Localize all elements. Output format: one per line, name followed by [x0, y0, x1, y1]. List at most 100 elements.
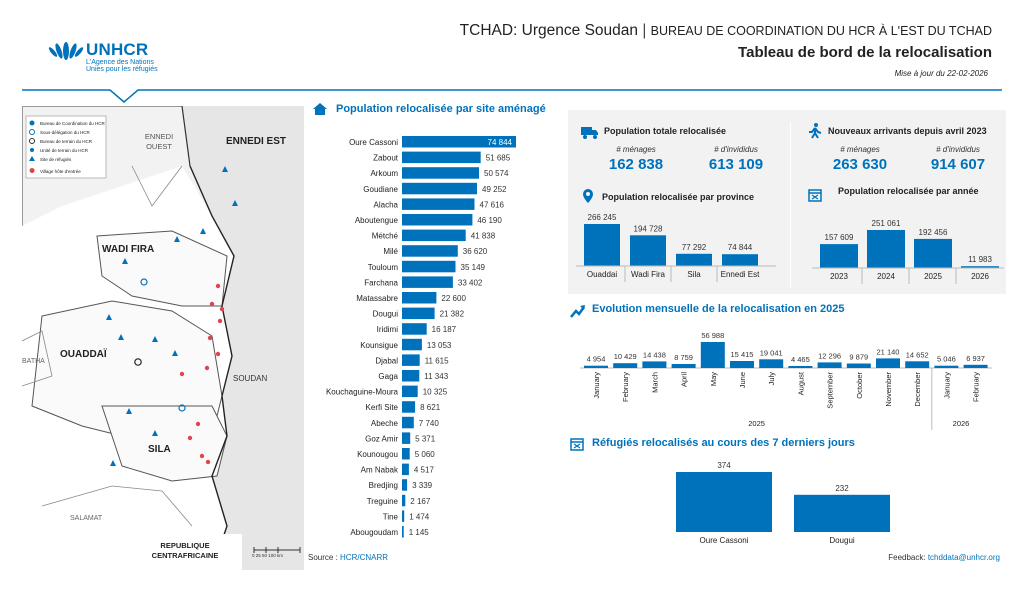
region-sila: SILA: [148, 444, 171, 455]
site-bar: [402, 260, 456, 273]
monthly-bar: [876, 358, 900, 368]
monthly-month-label: March: [650, 372, 659, 393]
site-label: Matassabre: [356, 294, 398, 303]
total-individuals-value: 613 109: [708, 156, 764, 173]
title-separator: |: [642, 22, 647, 39]
site-label: Iridimi: [377, 325, 399, 334]
site-value-label: 33 402: [458, 278, 483, 287]
site-bar: [402, 229, 466, 242]
monthly-value-label: 4 954: [587, 355, 606, 364]
site-value-label: 21 382: [440, 310, 465, 319]
province-bar: [676, 253, 712, 266]
site-label: Abougoudam: [350, 528, 398, 537]
site-value-label: 10 325: [423, 388, 448, 397]
legend-refugee-site: Site de réfugiés: [40, 157, 72, 162]
monthly-bar: [817, 362, 842, 368]
site-bar: [402, 401, 416, 413]
site-bar: [402, 214, 473, 226]
region-wadi-fira: WADI FIRA: [102, 244, 155, 255]
by-year-title: Population relocalisée par année: [838, 186, 979, 196]
site-value-label: 36 620: [463, 247, 488, 256]
monthly-value-label: 14 652: [906, 350, 929, 359]
source-link[interactable]: HCR/CNARR: [340, 553, 389, 562]
site-bar: [402, 245, 458, 257]
monthly-month-label: May: [709, 372, 718, 386]
province-value-label: 194 728: [634, 224, 663, 233]
monthly-title: Evolution mensuelle de la relocalisation…: [592, 303, 845, 315]
site-value-label: 3 339: [412, 481, 433, 490]
site-label: Gaga: [378, 372, 398, 381]
monthly-month-label: April: [680, 372, 689, 387]
title-bureau: BUREAU DE COORDINATION DU HCR À L'EST DU…: [650, 24, 992, 38]
legend-coordination: Bureau de Coordination du HCR: [40, 121, 105, 126]
monthly-bar: [700, 342, 725, 368]
legend-sub-delegation: Sous-délégation du HCR: [40, 130, 90, 135]
site-value-label: 1 145: [409, 528, 430, 537]
site-bar: [402, 307, 435, 320]
site-bar: [402, 479, 408, 491]
site-bar: [402, 463, 409, 476]
region-ennedi-est: ENNEDI EST: [226, 136, 287, 147]
site-bar: [402, 370, 420, 382]
site-label: Treguine: [367, 497, 399, 506]
total-individuals-label: # d'invididus: [714, 145, 758, 154]
province-bar: [630, 235, 666, 266]
kpi-divider: [790, 122, 791, 288]
site-value-label: 49 252: [482, 185, 507, 194]
site-bar: [402, 136, 516, 148]
legend-host-village: Village hôte d'entrée: [40, 169, 81, 174]
legend-field-office: Bureau de terrain du HCR: [40, 139, 93, 144]
site-value-label: 5 060: [415, 450, 436, 459]
region-batha: BATHA: [22, 358, 45, 365]
region-ennedi-ouest: ENNEDI OUEST: [144, 132, 174, 151]
site-bar: [402, 276, 453, 288]
region-car: REPUBLIQUE CENTRAFRICAINE: [151, 541, 219, 560]
site-label: Kounougou: [357, 450, 398, 459]
feedback-label: Feedback:: [888, 553, 926, 562]
site-bar: [402, 338, 422, 351]
total-relocated-title: Population totale relocalisée: [604, 126, 727, 136]
monthly-month-label: January: [592, 372, 601, 399]
region-soudan: SOUDAN: [233, 374, 268, 383]
last7-bar: [676, 472, 772, 532]
province-category-label: Wadi Fira: [631, 270, 665, 279]
new-arrivals-title: Nouveaux arrivants depuis avril 2023: [828, 126, 987, 136]
site-label: Goudiane: [363, 185, 398, 194]
site-value-label: 8 621: [420, 403, 441, 412]
monthly-value-label: 15 415: [731, 350, 754, 359]
monthly-bar: [759, 359, 784, 368]
legend-field-unit: Unité de terrain du HCR: [40, 148, 89, 153]
year-value-label: 192 456: [919, 228, 948, 237]
monthly-value-label: 56 988: [701, 331, 724, 340]
monthly-value-label: 12 296: [818, 351, 841, 360]
title-main: TCHAD: Urgence Soudan: [459, 22, 639, 39]
site-bar: [402, 151, 481, 164]
new-households-value: 263 630: [832, 156, 888, 173]
logo-name: UNHCR: [86, 40, 149, 59]
last7-category-label: Oure Cassoni: [700, 536, 749, 545]
site-value-label: 46 190: [477, 216, 502, 225]
source-label: Source :: [308, 553, 338, 562]
province-category-label: Ouaddai: [587, 270, 617, 279]
monthly-bar: [846, 363, 871, 368]
site-label: Goz Amir: [365, 434, 398, 443]
site-bar: [402, 354, 420, 366]
calendar-icon: [808, 189, 822, 202]
site-bar-chart: Oure Cassoni 74 844 Zabout 51 685 Arkoum 50 5…: [326, 136, 516, 538]
site-label: Kouchaguine-Moura: [326, 388, 399, 397]
monthly-year-label: 2025: [748, 419, 765, 428]
region-ouaddai: OUADDAÏ: [60, 349, 107, 360]
logo-tagline-2: Unies pour les réfugiés: [86, 66, 158, 73]
feedback-email-link[interactable]: tchddata@unhcr.org: [927, 553, 1000, 562]
site-value-label: 4 517: [414, 466, 435, 475]
site-label: Alacha: [374, 200, 399, 209]
site-bar: [402, 416, 414, 429]
site-label: Milé: [383, 247, 398, 256]
walking-person-icon: [809, 123, 822, 139]
update-date: Mise à jour du 22-02-2026: [894, 69, 988, 78]
site-label: Bredjing: [369, 481, 398, 490]
site-value-label: 51 685: [486, 154, 511, 163]
by-province-title: Population relocalisée par province: [602, 192, 755, 202]
monthly-value-label: 8 759: [674, 353, 693, 362]
province-bar: [584, 224, 620, 266]
